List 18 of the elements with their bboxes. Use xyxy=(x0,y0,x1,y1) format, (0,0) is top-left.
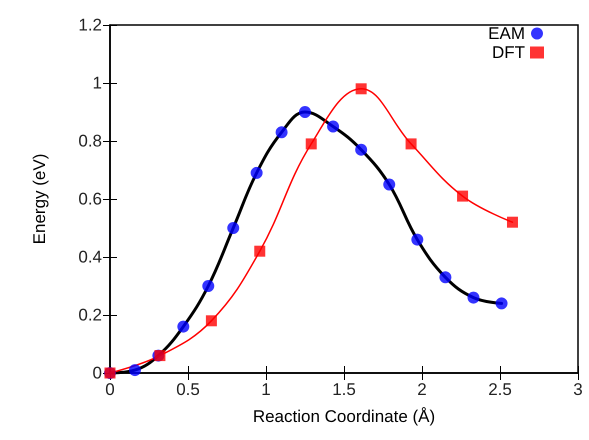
y-tick-label: 1.2 xyxy=(78,16,102,34)
x-tick-label: 2 xyxy=(417,380,427,399)
y-tick-label: 0.4 xyxy=(78,248,102,266)
x-tick-label: 0 xyxy=(105,380,115,399)
x-tick-label: 1 xyxy=(261,380,271,399)
x-tick-label: 2.5 xyxy=(488,380,512,399)
legend-label: EAM xyxy=(488,24,525,43)
y-axis-title: Energy (eV) xyxy=(30,154,49,244)
x-axis-title: Reaction Coordinate (Å) xyxy=(252,407,436,426)
y-tick-label: 0 xyxy=(92,364,102,382)
y-tick-label: 0.6 xyxy=(78,190,102,208)
y-tick-label: 0.8 xyxy=(78,132,102,150)
y-tick-label: 0.2 xyxy=(78,306,102,324)
y-tick-label: 1 xyxy=(92,74,102,92)
x-tick-label: 0.5 xyxy=(176,380,200,399)
x-tick-label: 1.5 xyxy=(332,380,356,399)
x-tick-label: 3 xyxy=(573,380,583,399)
legend-label: DFT xyxy=(492,43,525,62)
